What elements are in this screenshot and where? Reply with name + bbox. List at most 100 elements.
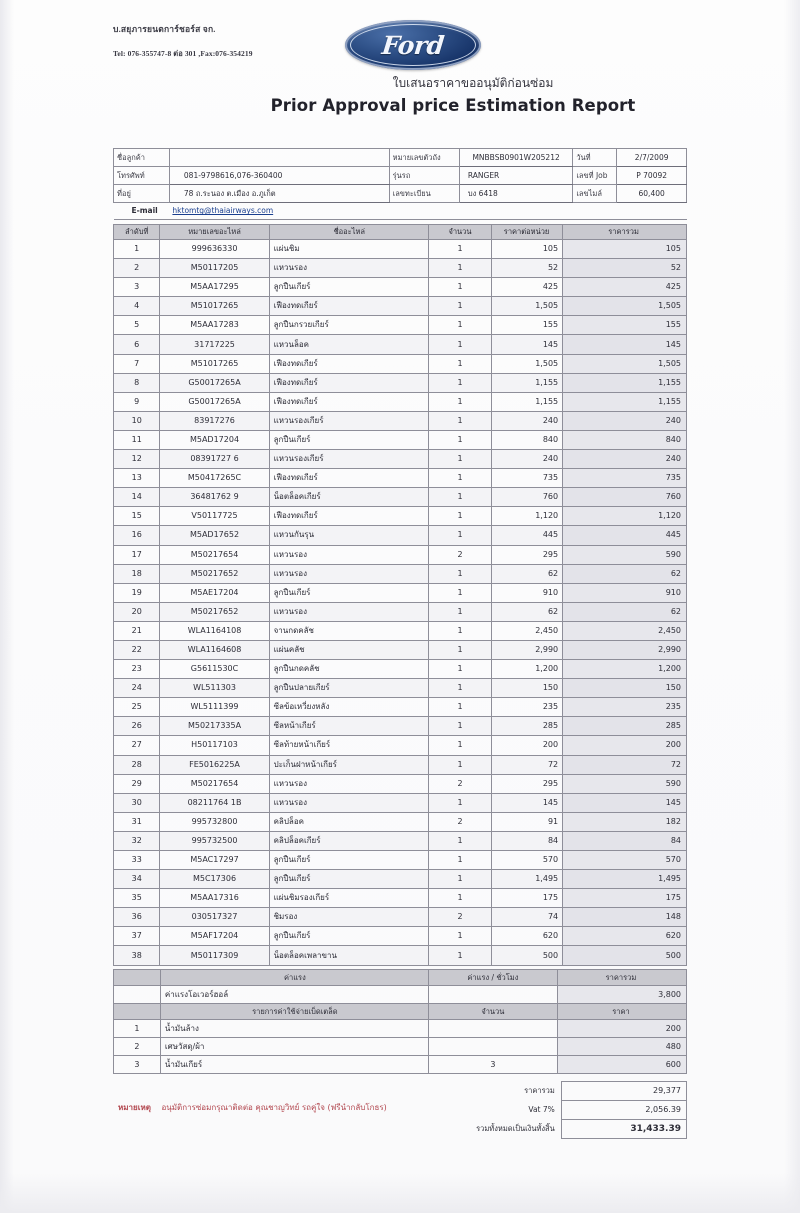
extras-cell-quantity xyxy=(427,1019,558,1038)
cell-total: 62 xyxy=(562,563,687,584)
customer-label: ชื่อลูกค้า xyxy=(113,148,170,167)
table-row: 21 WLA1164108 จานกดคลัช 1 2,450 2,450 xyxy=(112,620,687,641)
cell-total: 500 xyxy=(562,945,687,966)
table-row: 9 G50017265A เฟืองทดเกียร์ 1 1,155 1,155 xyxy=(112,391,687,412)
table-row: 28 FE5016225A ปะเก็นฝาหน้าเกียร์ 1 72 72 xyxy=(112,754,687,775)
address-label: ที่อยู่ xyxy=(113,184,170,203)
cell-unit-price: 72 xyxy=(490,754,564,775)
cell-total: 590 xyxy=(562,773,687,794)
cell-part-number: 31717225 xyxy=(159,334,270,355)
cell-total: 52 xyxy=(562,258,687,279)
cell-part-number: M50217654 xyxy=(159,544,270,565)
cell-part-name: ซีลท้ายหน้าเกียร์ xyxy=(268,735,430,756)
cell-part-name: เฟืองทดเกียร์ xyxy=(268,353,430,374)
cell-part-number: WLA1164608 xyxy=(159,639,270,661)
cell-unit-price: 52 xyxy=(490,258,564,279)
extras-cell-index: 3 xyxy=(113,1055,161,1074)
cell-total: 760 xyxy=(562,487,687,508)
cell-part-name: คลิปล็อค xyxy=(268,811,430,832)
extras-cell-description: เศษวัสดุ/ผ้า xyxy=(159,1037,429,1056)
extras-cell-quantity xyxy=(427,1037,558,1056)
cell-total: 1,155 xyxy=(562,391,687,412)
table-row: 36 030517327 ชิมรอง 2 74 148 xyxy=(112,907,687,928)
cell-part-name: ปะเก็นฝาหน้าเกียร์ xyxy=(268,754,430,775)
cell-unit-price: 1,505 xyxy=(490,296,564,317)
cell-part-number: M50117205 xyxy=(159,258,270,279)
cell-quantity: 1 xyxy=(428,926,492,947)
info-row-email: E-mail hktomtg@thaiairways.com xyxy=(113,202,687,220)
cell-total: 1,505 xyxy=(562,296,687,317)
extras-cell-quantity: 3 xyxy=(427,1055,558,1074)
cell-unit-price: 235 xyxy=(490,697,564,718)
table-row: 19 M5AE17204 ลูกปืนเกียร์ 1 910 910 xyxy=(112,582,687,603)
cell-total: 445 xyxy=(562,525,687,546)
cell-total: 72 xyxy=(562,754,687,775)
cell-part-name: เฟืองทดเกียร์ xyxy=(268,391,430,412)
cell-part-number: G5611530C xyxy=(159,659,270,680)
footer-note-prefix: หมายเหตุ xyxy=(118,1103,151,1112)
subtotal-value: 29,377 xyxy=(560,1081,688,1101)
cell-index: 29 xyxy=(112,773,161,794)
labour-header-rate: ค่าแรง / ชั่วโมง xyxy=(427,969,558,986)
cell-part-name: ลูกปืนกรวยเกียร์ xyxy=(268,315,430,336)
table-row: 17 M50217654 แหวนรอง 2 295 590 xyxy=(112,544,687,565)
cell-quantity: 1 xyxy=(428,410,492,431)
table-row: 23 G5611530C ลูกปืนกดคลัช 1 1,200 1,200 xyxy=(112,659,687,680)
cell-index: 3 xyxy=(112,277,161,298)
cell-part-name: ลูกปืนเกียร์ xyxy=(268,277,430,298)
table-row: 27 H50117103 ซีลท้ายหน้าเกียร์ 1 200 200 xyxy=(112,735,687,756)
cell-part-name: น็อตล็อคเพลาขาน xyxy=(268,945,430,966)
cell-quantity: 1 xyxy=(428,449,492,470)
cell-index: 24 xyxy=(112,678,161,699)
grand-total-label: รวมทั้งหมดเป็นเงินทั้งสิ้น xyxy=(476,1124,555,1134)
cell-index: 31 xyxy=(112,811,161,832)
table-row: 15 V50117725 เฟืองทดเกียร์ 1 1,120 1,120 xyxy=(112,506,687,527)
cell-total: 840 xyxy=(562,429,687,451)
cell-part-number: H50117103 xyxy=(159,735,270,756)
info-row-1: ชื่อลูกค้า หมายเลขตัวถัง MNBBSB0901W2052… xyxy=(113,148,687,167)
cell-unit-price: 91 xyxy=(490,811,564,832)
cell-index: 1 xyxy=(112,238,161,260)
cell-part-name: ลูกปืนเกียร์ xyxy=(268,926,430,947)
table-row: 4 M51017265 เฟืองทดเกียร์ 1 1,505 1,505 xyxy=(112,296,687,317)
cell-total: 84 xyxy=(562,830,687,852)
job-label: เลขที่ Job xyxy=(572,166,618,185)
cell-quantity: 1 xyxy=(428,849,492,871)
cell-part-number: 030517327 xyxy=(159,907,270,928)
cell-unit-price: 1,200 xyxy=(490,659,564,680)
cell-part-name: แหวนรองเกียร์ xyxy=(268,449,430,470)
parts-table: ลำดับที่ หมายเลขอะไหล่ ชื่ออะไหล่ จำนวน … xyxy=(112,224,687,966)
cell-part-number: 995732500 xyxy=(159,830,270,852)
cell-total: 425 xyxy=(562,277,687,298)
cell-quantity: 2 xyxy=(428,773,492,794)
table-row: 14 36481762 9 น็อตล็อคเกียร์ 1 760 760 xyxy=(112,487,687,508)
cell-unit-price: 500 xyxy=(490,945,564,966)
cell-index: 12 xyxy=(112,449,161,470)
extras-header-blank xyxy=(113,1003,161,1020)
cell-part-number: M50117309 xyxy=(159,945,270,966)
table-row: 31 995732800 คลิปล็อค 2 91 182 xyxy=(112,811,687,832)
email-value[interactable]: hktomtg@thaiairways.com xyxy=(169,202,687,220)
table-row: 12 08391727 6 แหวนรองเกียร์ 1 240 240 xyxy=(112,449,687,470)
grand-total-value: 31,433.39 xyxy=(560,1119,688,1139)
cell-unit-price: 620 xyxy=(490,926,564,947)
cell-quantity: 1 xyxy=(428,238,492,260)
cell-quantity: 1 xyxy=(428,716,492,737)
cell-unit-price: 2,450 xyxy=(490,620,564,641)
cell-unit-price: 2,990 xyxy=(490,639,564,661)
cell-part-name: แหวนรองเกียร์ xyxy=(268,410,430,431)
table-row: 25 WL5111399 ซีลข้อเหวี่ยงหลัง 1 235 235 xyxy=(112,697,687,718)
date-value: 2/7/2009 xyxy=(616,148,687,167)
labour-header-desc: ค่าแรง xyxy=(159,969,429,986)
grand-total-row: รวมทั้งหมดเป็นเงินทั้งสิ้น 31,433.39 xyxy=(452,1119,688,1139)
date-label: วันที่ xyxy=(572,148,618,167)
cell-part-number: 08211764 1B xyxy=(159,792,270,813)
cell-unit-price: 62 xyxy=(490,563,564,584)
cell-index: 13 xyxy=(112,468,161,489)
cell-part-name: แผ่นคลัช xyxy=(268,639,430,661)
cell-part-number: M5AF17204 xyxy=(159,926,270,947)
cell-unit-price: 425 xyxy=(490,277,564,298)
cell-part-name: ลูกปืนปลายเกียร์ xyxy=(268,678,430,699)
cell-unit-price: 285 xyxy=(490,716,564,737)
mileage-value: 60,400 xyxy=(616,184,687,203)
